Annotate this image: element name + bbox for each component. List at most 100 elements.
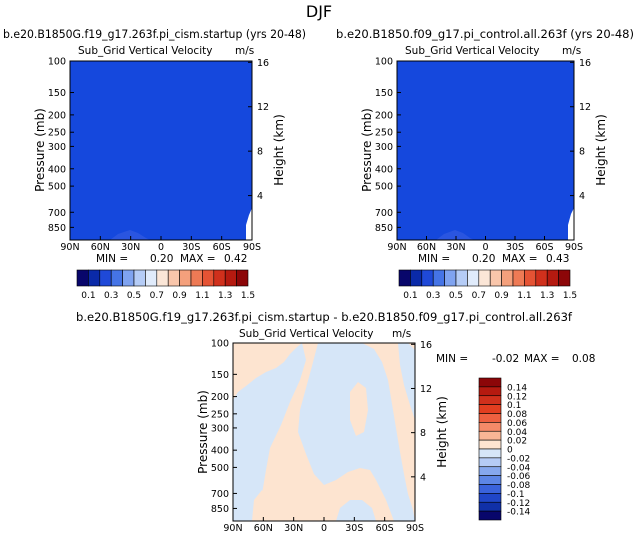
- colorbar-label: -0.06: [507, 472, 531, 482]
- y-tick-label: 400: [375, 164, 393, 175]
- y-tick-label: 300: [375, 142, 393, 153]
- colorbar-label: 0.7: [472, 291, 486, 301]
- colorbar-label: -0.08: [507, 481, 531, 491]
- height-tick-label: 4: [420, 472, 426, 483]
- height-tick-label: 12: [579, 102, 591, 113]
- max-label: MAX =: [524, 353, 560, 365]
- height-tick-label: 12: [420, 384, 432, 395]
- y-tick-label: 700: [211, 489, 229, 500]
- colorbar-swatch: [167, 269, 180, 287]
- x-tick-label: 30S: [345, 523, 363, 534]
- y-tick-label: 500: [211, 463, 229, 474]
- height-tick-label: 16: [420, 340, 432, 351]
- max-value: 0.42: [224, 253, 247, 265]
- colorbar-swatch: [546, 269, 559, 287]
- colorbar-label: 0.08: [507, 410, 527, 420]
- y-axis-label: Pressure (mb): [33, 108, 47, 192]
- y-tick-label: 250: [48, 128, 66, 139]
- colorbar-swatch: [455, 269, 468, 287]
- x-tick-label: 30N: [121, 242, 140, 253]
- colorbar-swatch: [478, 395, 502, 405]
- max-label: MAX =: [180, 253, 216, 265]
- units-label: m/s: [562, 45, 581, 57]
- colorbar-label: -0.14: [507, 508, 531, 518]
- x-tick-label: 90S: [565, 242, 583, 253]
- y-tick-label: 400: [48, 164, 66, 175]
- height-tick-label: 4: [257, 191, 263, 202]
- colorbar-swatch: [512, 269, 525, 287]
- colorbar-label: 1.5: [563, 291, 577, 301]
- colorbar-swatch: [478, 510, 502, 521]
- colorbar-swatch: [478, 457, 502, 468]
- contour-fill: [70, 61, 252, 240]
- colorbar-label: 0.02: [507, 437, 527, 447]
- y-tick-label: 850: [48, 223, 66, 234]
- colorbar-swatch: [202, 269, 215, 287]
- panel-title: b.e20.B1850G.f19_g17.263f.pi_cism.startu…: [3, 27, 306, 41]
- colorbar-swatch: [190, 269, 203, 287]
- colorbar-label: 0: [507, 446, 513, 456]
- height-tick-label: 12: [257, 102, 269, 113]
- colorbar-label: 0.1: [403, 291, 417, 301]
- y-tick-label: 500: [375, 182, 393, 193]
- height-tick-label: 16: [579, 58, 591, 69]
- colorbar-swatch: [478, 466, 502, 476]
- y-tick-label: 500: [48, 182, 66, 193]
- y-axis-label-right: Height (km): [435, 396, 449, 467]
- height-tick-label: 8: [579, 147, 585, 158]
- y-tick-label: 150: [211, 370, 229, 381]
- missing-data-region: [568, 208, 574, 240]
- x-tick-label: 90S: [406, 523, 424, 534]
- colorbar-swatch: [478, 377, 502, 388]
- colorbar-label: 0.9: [172, 291, 187, 301]
- min-value: 0.20: [150, 253, 173, 265]
- colorbar-swatch: [478, 413, 502, 423]
- y-axis-label: Pressure (mb): [196, 390, 210, 474]
- units-label: m/s: [235, 45, 254, 57]
- colorbar-swatch: [478, 493, 502, 503]
- colorbar-label: 0.7: [150, 291, 164, 301]
- y-tick-label: 100: [211, 339, 229, 350]
- colorbar-swatch: [478, 448, 502, 459]
- colorbar-abs-2: 0.1 0.3 0.5 0.7 0.9 1.1 1.3 1.5: [398, 269, 577, 301]
- colorbar-swatch: [478, 501, 502, 512]
- colorbar-label: 0.5: [127, 291, 141, 301]
- x-tick-label: 30N: [446, 242, 465, 253]
- colorbar-swatch: [478, 430, 502, 441]
- x-tick-label: 90S: [243, 242, 261, 253]
- x-tick-label: 60S: [213, 242, 231, 253]
- colorbar-swatch: [156, 269, 169, 287]
- colorbar-swatch: [213, 269, 226, 287]
- max-value: 0.43: [546, 253, 569, 265]
- colorbar-swatch: [524, 269, 537, 287]
- y-tick-label: 700: [375, 208, 393, 219]
- y-tick-label: 300: [211, 423, 229, 434]
- field-label: Sub_Grid Vertical Velocity: [405, 45, 539, 57]
- height-tick-label: 8: [420, 428, 426, 439]
- colorbar-swatch: [133, 269, 146, 287]
- y-axis-label: Pressure (mb): [360, 108, 374, 192]
- y-tick-label: 850: [211, 504, 229, 515]
- y-tick-label: 200: [211, 392, 229, 403]
- y-tick-label: 100: [48, 57, 66, 68]
- page-title: DJF: [306, 2, 332, 21]
- panel-pi-control: b.e20.B1850.f09_g17.pi_control.all.263f …: [336, 27, 634, 301]
- y-tick-label: 100: [375, 57, 393, 68]
- x-tick-label: 90N: [387, 242, 406, 253]
- min-label: MIN =: [418, 253, 450, 265]
- min-label: MIN =: [436, 353, 468, 365]
- colorbar-swatch: [224, 269, 237, 287]
- panel-difference: b.e20.B1850G.f19_g17.263f.pi_cism.startu…: [76, 310, 595, 534]
- x-tick-label: 0: [158, 242, 164, 253]
- y-tick-label: 150: [375, 88, 393, 99]
- x-tick-label: 90N: [223, 523, 242, 534]
- colorbar-label: 0.1: [81, 291, 95, 301]
- max-label: MAX =: [502, 253, 538, 265]
- colorbar-label: 0.3: [426, 291, 440, 301]
- colorbar-swatch: [410, 269, 423, 287]
- colorbar-label: 0.04: [507, 428, 527, 438]
- x-tick-label: 60S: [535, 242, 553, 253]
- colorbar-swatch: [501, 269, 514, 287]
- colorbar-label: -0.02: [507, 454, 530, 464]
- colorbar-swatch: [489, 269, 502, 287]
